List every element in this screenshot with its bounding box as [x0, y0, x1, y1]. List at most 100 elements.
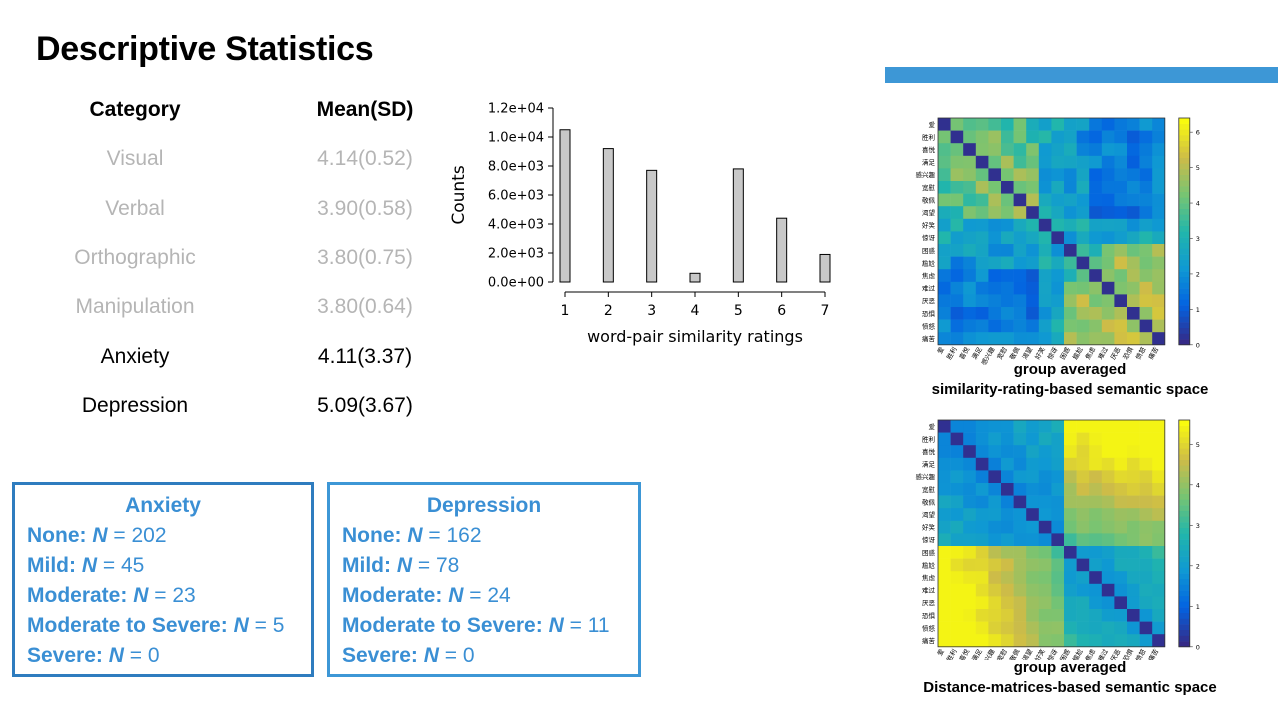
heatmap-row-label: 感兴趣 [916, 170, 936, 179]
colorbar-segment [1178, 333, 1190, 340]
heatmap-cell [1139, 609, 1153, 622]
heatmap-cell [988, 609, 1002, 622]
heatmap-cell [1139, 244, 1153, 257]
heatmap-cell [1101, 294, 1115, 308]
heatmap-cell [1001, 533, 1014, 547]
heatmap-cell [1089, 181, 1103, 194]
heatmap-cell [1051, 193, 1065, 207]
heatmap-cell [950, 281, 964, 295]
colorbar-segment [1178, 208, 1190, 215]
heatmap-cell [1089, 130, 1103, 144]
heatmap-cell [1152, 609, 1166, 622]
heatmap-cell [963, 307, 977, 320]
x-tick-label: 4 [691, 303, 700, 319]
heatmap-cell [1114, 483, 1128, 496]
heatmap-cell [975, 256, 989, 270]
heatmap-cell [988, 181, 1002, 194]
colorbar-tick-label: 4 [1196, 200, 1200, 208]
heatmap-cell [988, 118, 1002, 131]
heatmap-cell [1139, 457, 1153, 471]
heatmap-cell [1064, 206, 1077, 220]
heatmap-cell [1152, 143, 1166, 157]
heatmap-cell [1026, 508, 1040, 522]
heatmap-cell [963, 495, 977, 509]
x-tick-label: 3 [647, 303, 656, 319]
n-symbol: N [448, 584, 464, 607]
heatmap-cell [1038, 281, 1052, 295]
heatmap-cell [1089, 508, 1103, 522]
heatmap-cell [1076, 231, 1090, 245]
heatmap-cell [1114, 218, 1128, 232]
severity-count: = 0 [129, 644, 160, 667]
heatmap-cell [1013, 420, 1027, 433]
heatmap-cell [1139, 634, 1153, 648]
colorbar-segment [1178, 476, 1190, 483]
heatmap-cell [1127, 256, 1140, 270]
heatmap-cell [1064, 294, 1077, 308]
heatmap-cell [1089, 583, 1103, 597]
severity-count: = 5 [254, 614, 285, 637]
heatmap-cell [1038, 294, 1052, 308]
colorbar-segment [1178, 612, 1190, 619]
heatmap-col-label: 爱 [936, 647, 946, 657]
heatmap-cell [1013, 130, 1027, 144]
heatmap-row-label: 痛苦 [922, 334, 936, 343]
heatmap-cell [1051, 420, 1065, 433]
colorbar-frame [1178, 419, 1191, 648]
heatmap2-caption-line1: group averaged [1013, 659, 1127, 676]
heatmap-cell [975, 558, 989, 572]
heatmap-cell [1013, 483, 1027, 496]
histogram-bar [559, 129, 571, 283]
heatmap-cell [1152, 546, 1166, 559]
heatmap-cell [1051, 508, 1065, 522]
heatmap-cell [1114, 231, 1128, 245]
heatmap-cell [1101, 130, 1115, 144]
heatmap-cell [1076, 281, 1090, 295]
colorbar-segment [1178, 539, 1190, 546]
colorbar-segment [1178, 225, 1190, 232]
heatmap-frame [937, 419, 1166, 648]
heatmap-cell [1026, 168, 1040, 182]
heatmap2-caption: group averaged Distance-matrices-based s… [880, 658, 1260, 698]
heatmap-cell [975, 483, 989, 496]
heatmap-cell [1038, 621, 1052, 635]
colorbar-segment [1178, 140, 1190, 147]
heatmap-cell [1051, 546, 1065, 559]
heatmap-cell [1127, 571, 1140, 585]
heatmap-cell [1139, 546, 1153, 559]
heatmap-cell [1089, 332, 1103, 346]
heatmap-cell [1001, 609, 1014, 622]
heatmap-cell [1076, 470, 1090, 484]
x-tick-label: 5 [734, 303, 743, 319]
heatmap-cell [1026, 269, 1040, 283]
heatmap-cell [950, 583, 964, 597]
heatmap-row-label: 困惑 [922, 246, 936, 255]
heatmap-cell [988, 508, 1002, 522]
heatmap-cell [988, 533, 1002, 547]
heatmap-row-label: 喜悦 [922, 447, 936, 456]
heatmap-cell [1013, 319, 1027, 333]
heatmap-cell [1076, 168, 1090, 182]
heatmap-cell [988, 281, 1002, 295]
colorbar-segment [1178, 590, 1190, 597]
heatmap-cell [1127, 181, 1140, 194]
heatmap-cell [988, 483, 1002, 496]
heatmap-cell [1114, 508, 1128, 522]
severity-count: = 45 [102, 554, 145, 577]
heatmap-cell [1101, 319, 1115, 333]
heatmap-row-label: 焦虑 [922, 271, 936, 280]
heatmap-frame [937, 117, 1166, 346]
heatmap-cell [938, 546, 951, 559]
heatmap-cell [963, 596, 977, 610]
heatmap-cell [1101, 244, 1115, 257]
heatmap-cell [1127, 244, 1140, 257]
heatmap-cell [1152, 483, 1166, 496]
heatmap-cell [950, 256, 964, 270]
similarity-rating-heatmap: 爱爱胜利胜利喜悦喜悦满足满足感兴趣感兴趣宽慰宽慰敬佩敬佩渴望渴望好笑好笑惊讶惊讶… [916, 117, 1200, 365]
colorbar-frame [1178, 117, 1191, 346]
heatmap-cell [1051, 457, 1065, 471]
heatmap-cell [1152, 218, 1166, 232]
heatmap-cell [1139, 621, 1153, 635]
heatmap-row-label: 难过 [922, 586, 936, 595]
colorbar-segment [1178, 214, 1190, 221]
